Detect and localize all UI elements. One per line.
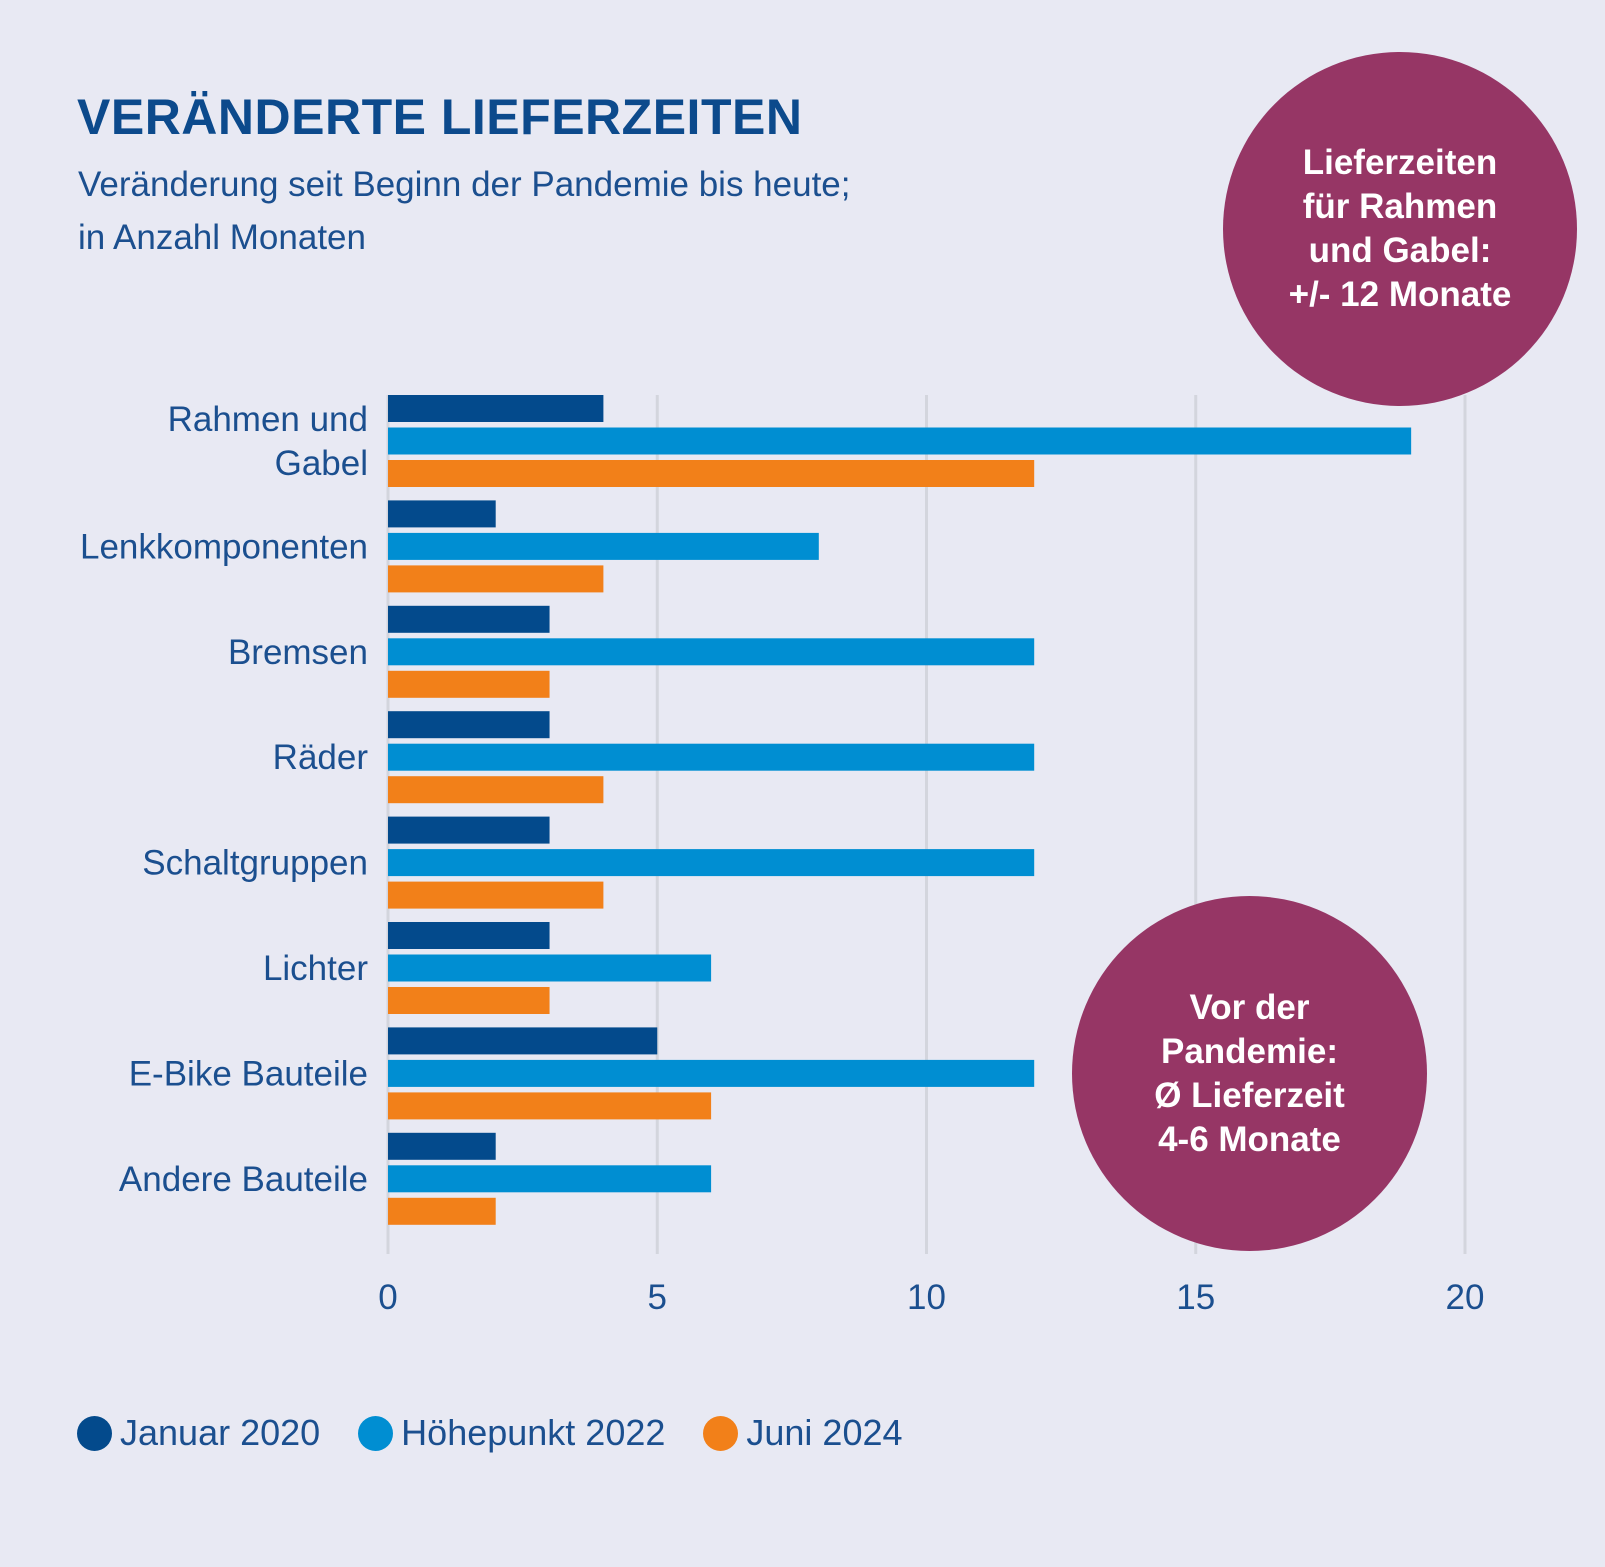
legend-dot-icon bbox=[77, 1415, 112, 1451]
bar bbox=[388, 500, 496, 528]
category-label: Lenkkomponenten bbox=[80, 527, 368, 566]
bar bbox=[388, 1132, 496, 1160]
x-tick-label: 20 bbox=[1446, 1278, 1485, 1317]
bars bbox=[388, 395, 1412, 1225]
callout-pre-pandemic-text: Vor der Pandemie: Ø Lieferzeit 4-6 Monat… bbox=[1154, 987, 1345, 1159]
category-label: Bremsen bbox=[228, 633, 368, 672]
category-label: Schaltgruppen bbox=[142, 844, 368, 883]
legend-item-hoehepunkt-2022: Höhepunkt 2022 bbox=[358, 1412, 665, 1454]
bar bbox=[388, 776, 604, 804]
callout-frame-fork-text: Lieferzeiten für Rahmen und Gabel: +/- 1… bbox=[1288, 143, 1512, 314]
x-tick-label: 10 bbox=[907, 1278, 946, 1317]
bar bbox=[388, 638, 1035, 666]
legend-label: Januar 2020 bbox=[120, 1412, 321, 1453]
bar bbox=[388, 816, 550, 844]
bar bbox=[388, 849, 1035, 877]
bar bbox=[388, 954, 712, 982]
chart-title: VERÄNDERTE LIEFERZEITEN bbox=[77, 89, 803, 145]
bar bbox=[388, 881, 604, 909]
legend-item-januar-2020: Januar 2020 bbox=[77, 1412, 320, 1454]
subtitle-text: Veränderung seit Beginn der Pandemie bis… bbox=[78, 165, 851, 257]
bar bbox=[388, 532, 819, 560]
bar bbox=[388, 427, 1412, 455]
legend-label: Höhepunkt 2022 bbox=[401, 1412, 666, 1453]
legend-label: Juni 2024 bbox=[746, 1412, 903, 1453]
bar bbox=[388, 922, 550, 949]
x-axis-ticks: 0 5 10 15 20 bbox=[378, 1278, 1484, 1317]
category-labels: Rahmen und Gabel Lenkkomponenten Bremsen Räd… bbox=[80, 400, 368, 1199]
legend-item-juni-2024: Juni 2024 bbox=[703, 1412, 903, 1454]
bar bbox=[388, 1165, 712, 1193]
x-tick-label: 5 bbox=[648, 1278, 667, 1317]
bar bbox=[388, 1092, 712, 1120]
bar bbox=[388, 395, 604, 422]
category-label: Lichter bbox=[263, 949, 368, 988]
bar bbox=[388, 670, 550, 698]
bar bbox=[388, 1059, 1035, 1087]
legend: Januar 2020 Höhepunkt 2022 Juni 2024 bbox=[77, 1412, 941, 1454]
callout-frame-fork: Lieferzeiten für Rahmen und Gabel: +/- 1… bbox=[1223, 52, 1577, 406]
category-label: Andere Bauteile bbox=[119, 1160, 368, 1199]
bar bbox=[388, 743, 1035, 771]
bar bbox=[388, 1197, 496, 1225]
callout-pre-pandemic: Vor der Pandemie: Ø Lieferzeit 4-6 Monat… bbox=[1072, 896, 1427, 1251]
x-tick-label: 15 bbox=[1176, 1278, 1215, 1317]
chart-subtitle: Veränderung seit Beginn der Pandemie bis… bbox=[78, 158, 978, 264]
x-tick-label: 0 bbox=[378, 1278, 397, 1317]
category-label: Rahmen und Gabel bbox=[168, 400, 368, 483]
bar bbox=[388, 987, 550, 1014]
category-label: E-Bike Bauteile bbox=[129, 1054, 368, 1093]
bar bbox=[388, 460, 1035, 487]
legend-dot-icon bbox=[703, 1415, 739, 1451]
bar bbox=[388, 711, 550, 739]
bar bbox=[388, 1027, 658, 1055]
bar bbox=[388, 565, 604, 593]
category-label: Räder bbox=[273, 738, 369, 777]
bar bbox=[388, 605, 550, 633]
legend-dot-icon bbox=[358, 1415, 394, 1451]
